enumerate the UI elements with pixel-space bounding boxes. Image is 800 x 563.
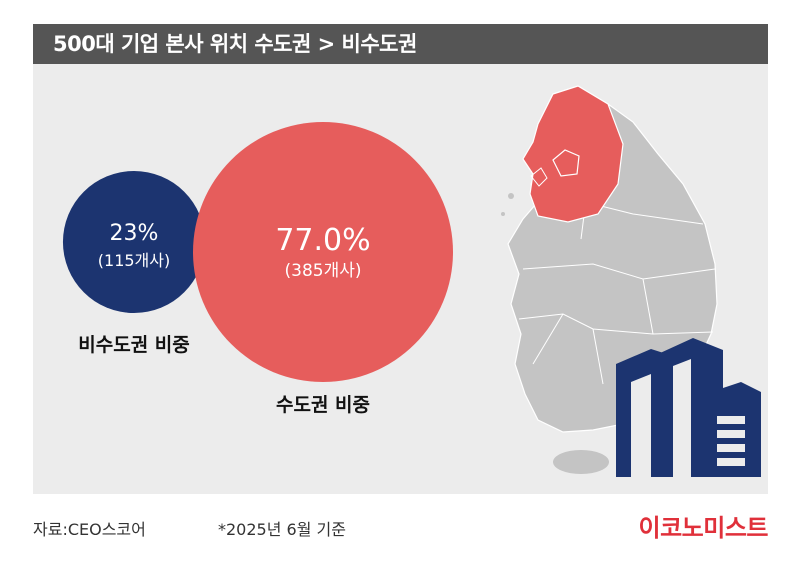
- bubble-capital: [193, 122, 453, 382]
- count-label: (115개사): [98, 251, 170, 270]
- island: [508, 193, 514, 199]
- incheon-border: [530, 167, 548, 187]
- series-label: 수도권 비중: [276, 394, 370, 416]
- title-bar: 500대 기업 본사 위치 수도권 > 비수도권: [33, 24, 768, 64]
- building-middle-stripe: [673, 359, 691, 477]
- building-right-tower: [705, 382, 761, 477]
- bubble-chart: 23% (115개사) 비수도권 비중 77.0% (385개사) 수도권 비중: [62, 85, 761, 477]
- building-window: [717, 416, 745, 424]
- building-window: [717, 444, 745, 452]
- count-label: (385개사): [285, 261, 362, 281]
- building-window: [717, 458, 745, 466]
- chart-panel: 23% (115개사) 비수도권 비중 77.0% (385개사) 수도권 비중: [33, 64, 768, 494]
- date-note: *2025년 6월 기준: [218, 520, 346, 539]
- building-left-stripe: [631, 374, 651, 477]
- seoul-border: [552, 149, 580, 177]
- building-icon: [616, 338, 761, 477]
- percent-label: 23%: [110, 221, 159, 246]
- korea-map-icon: [501, 85, 718, 474]
- jeju-island: [553, 450, 609, 474]
- source-note: 자료:CEO스코어: [33, 520, 146, 539]
- publisher-logo: 이코노미스트: [638, 514, 769, 542]
- bubble-layer: 23% (115개사) 비수도권 비중 77.0% (385개사) 수도권 비중: [62, 122, 453, 416]
- building-window: [717, 430, 745, 438]
- series-label: 비수도권 비중: [78, 334, 190, 356]
- percent-label: 77.0%: [275, 223, 370, 258]
- bubble-non-capital: [62, 170, 206, 314]
- chart-title: 500대 기업 본사 위치 수도권 > 비수도권: [53, 32, 417, 56]
- island: [501, 212, 505, 216]
